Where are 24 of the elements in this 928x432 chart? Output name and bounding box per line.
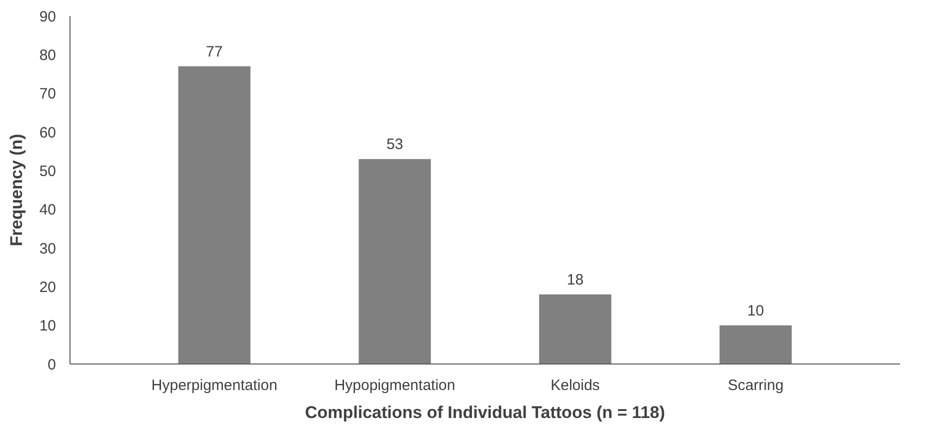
data-label: 18 xyxy=(566,271,584,288)
y-tick-label: 60 xyxy=(39,124,56,142)
y-tick-label: 90 xyxy=(39,8,56,26)
bar xyxy=(358,159,431,364)
data-label: 53 xyxy=(386,136,404,154)
bar xyxy=(178,66,250,364)
x-tick-label: Keloids xyxy=(550,377,600,394)
x-tick-label: Scarring xyxy=(728,377,784,394)
y-tick-label: 20 xyxy=(39,278,56,296)
y-tick-label: 30 xyxy=(39,240,56,258)
bar xyxy=(720,325,792,364)
y-tick-label: 40 xyxy=(39,202,56,219)
x-tick-label: Hypopigmentation xyxy=(334,377,456,394)
y-axis-title: Frequency (n) xyxy=(7,134,26,246)
y-tick-label: 10 xyxy=(39,318,56,335)
x-tick-label: Hyperpigmentation xyxy=(151,377,278,394)
data-label: 10 xyxy=(747,302,764,320)
x-axis-title: Complications of Individual Tattoos (n = 118) xyxy=(304,403,666,422)
data-label: 77 xyxy=(206,43,223,60)
y-tick-label: 0 xyxy=(48,356,56,374)
y-tick-label: 80 xyxy=(39,46,56,64)
y-tick-label: 70 xyxy=(39,86,56,103)
y-tick-label: 50 xyxy=(39,162,56,180)
bar xyxy=(539,294,612,364)
